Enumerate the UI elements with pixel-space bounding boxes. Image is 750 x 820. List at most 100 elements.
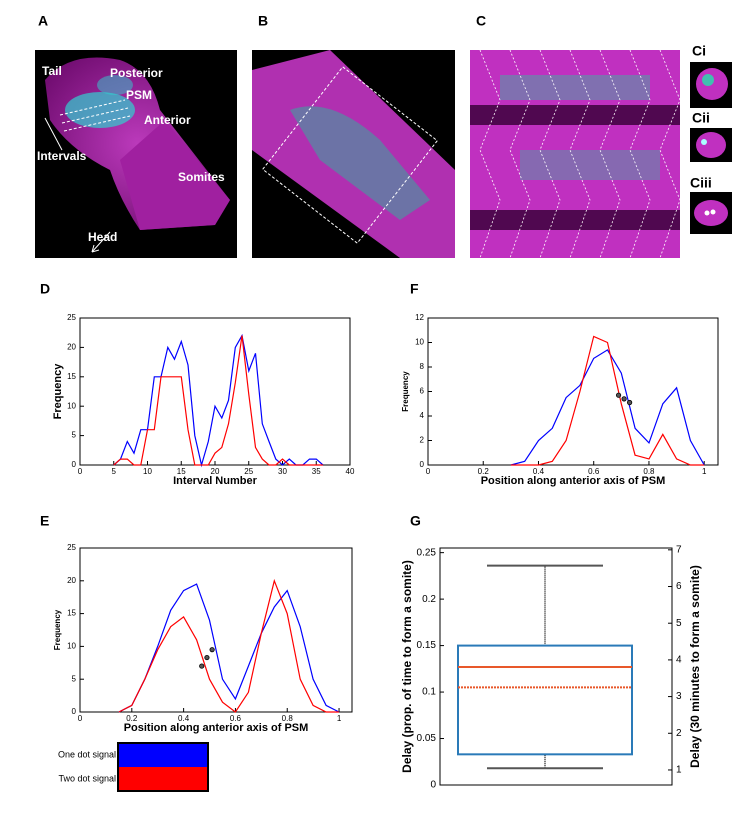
x-tick-label: 0.8 (282, 714, 294, 723)
x-tick-label: 0.6 (588, 467, 600, 476)
plot-frame (79, 547, 353, 713)
image-label: Tail (42, 64, 62, 78)
y-axis-label: Delay (prop. of time to form a somite) (400, 560, 414, 773)
y-tick-label: 20 (67, 343, 76, 352)
y-tick-label: 15 (67, 609, 76, 618)
legend-swatch (118, 743, 208, 767)
image-label: Intervals (37, 149, 87, 163)
y2-axis-label: Delay (30 minutes to form a somite) (688, 565, 702, 768)
series-line (118, 578, 339, 713)
panel-label: G (410, 513, 421, 529)
y2-tick-label: 6 (676, 581, 682, 592)
image-label: PSM (126, 88, 152, 102)
image-a (35, 50, 237, 258)
y-axis-label: Frequency (401, 371, 410, 412)
y-tick-label: 10 (67, 642, 76, 651)
series-line (113, 335, 323, 466)
y-tick-label: 12 (415, 313, 424, 322)
plot-frame (79, 317, 351, 466)
image-label: Head (88, 230, 117, 244)
y-tick-label: 0 (72, 460, 77, 469)
y2-tick-label: 1 (676, 765, 682, 776)
series-line (118, 583, 340, 713)
x-tick-label: 30 (278, 467, 287, 476)
y-tick-label: 4 (420, 411, 425, 420)
x-tick-label: 0.4 (533, 467, 545, 476)
y-tick-label: 0.25 (417, 547, 437, 558)
x-tick-label: 10 (143, 467, 152, 476)
series-line (113, 333, 324, 468)
y2-tick-label: 7 (676, 544, 682, 555)
marker (615, 392, 622, 398)
marker (199, 663, 205, 669)
marker (204, 654, 210, 661)
image-ci (690, 62, 732, 234)
legend-swatch (118, 767, 208, 791)
panel-label: Ci (692, 43, 706, 59)
x-axis-label: Interval Number (173, 475, 257, 487)
x-tick-label: 0.4 (178, 714, 190, 723)
x-tick-label: 40 (346, 467, 355, 476)
series-line (510, 335, 705, 466)
y-tick-label: 10 (415, 338, 424, 347)
y-tick-label: 15 (67, 372, 76, 381)
x-axis-label: Position along anterior axis of PSM (481, 475, 666, 487)
y-tick-label: 0.1 (422, 687, 436, 698)
x-tick-label: 0 (78, 467, 83, 476)
y-tick-label: 0.15 (417, 640, 437, 651)
image-label: Somites (178, 170, 225, 184)
image-c (470, 49, 681, 259)
panel-label: E (40, 513, 49, 529)
panel-label: C (476, 13, 486, 29)
x-tick-label: 25 (244, 467, 253, 476)
panel-label: Ciii (690, 175, 712, 191)
y-tick-label: 0.2 (422, 594, 436, 605)
x-tick-label: 0.6 (230, 714, 242, 723)
legend-frame (117, 742, 209, 792)
y-axis-label: Frequency (53, 609, 62, 650)
x-tick-label: 35 (312, 467, 321, 476)
y-tick-label: 25 (67, 313, 76, 322)
plot-frame (439, 547, 673, 786)
x-tick-label: 20 (211, 467, 220, 476)
y-tick-label: 0 (430, 780, 436, 791)
x-tick-label: 0.2 (126, 714, 138, 723)
x-axis-label: Position along anterior axis of PSM (124, 722, 309, 734)
x-tick-label: 0.8 (643, 467, 655, 476)
x-tick-label: 5 (112, 467, 117, 476)
series-line (510, 349, 705, 466)
legend-label: One dot signal (58, 749, 116, 759)
image-b (252, 50, 455, 258)
y-tick-label: 0 (420, 460, 425, 469)
y2-tick-label: 5 (676, 618, 682, 629)
legend-label: Two dot signal (58, 773, 116, 783)
y-axis-label: Frequency (52, 363, 64, 420)
panel-label: F (410, 281, 419, 297)
y2-tick-label: 4 (676, 655, 682, 666)
y-tick-label: 10 (67, 401, 76, 410)
x-tick-label: 0 (426, 467, 431, 476)
marker (621, 396, 627, 402)
x-tick-label: 0.2 (478, 467, 490, 476)
x-tick-label: 15 (177, 467, 186, 476)
panel-label: Cii (692, 110, 710, 126)
y-tick-label: 25 (67, 543, 76, 552)
y-tick-label: 5 (72, 674, 77, 683)
y-tick-label: 0.05 (417, 733, 437, 744)
x-tick-label: 0 (78, 714, 83, 723)
y-tick-label: 6 (420, 387, 425, 396)
y-tick-label: 5 (72, 431, 77, 440)
panel-label: B (258, 13, 268, 29)
marker (627, 399, 633, 406)
image-label: Anterior (144, 113, 191, 127)
y-tick-label: 2 (420, 436, 425, 445)
marker (209, 647, 215, 653)
box (457, 644, 633, 756)
panel-label: D (40, 281, 50, 297)
y-tick-label: 8 (420, 362, 425, 371)
x-tick-label: 1 (702, 467, 707, 476)
y-tick-label: 20 (67, 576, 76, 585)
y2-tick-label: 3 (676, 691, 682, 702)
